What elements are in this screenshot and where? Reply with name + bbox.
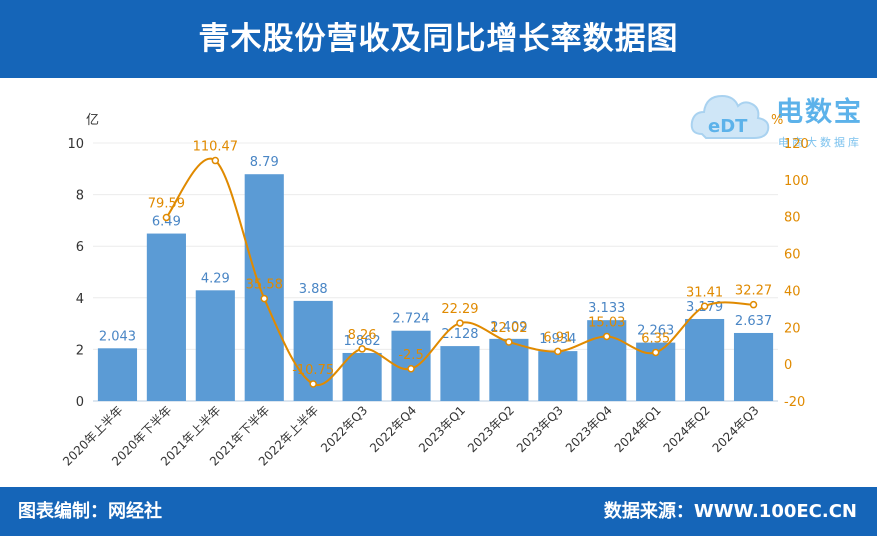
logo-brand: 电数宝 bbox=[776, 97, 863, 128]
x-tick-label: 2022年Q4 bbox=[367, 403, 419, 455]
bar bbox=[489, 338, 529, 401]
y-right-tick-label: 80 bbox=[784, 211, 801, 226]
growth-rate-label: -10.75 bbox=[292, 363, 334, 378]
growth-rate-point bbox=[505, 338, 513, 346]
bar bbox=[342, 352, 382, 401]
bar bbox=[97, 348, 138, 401]
header-bar: 青木股份营收及同比增长率数据图 bbox=[0, 0, 877, 78]
x-tick-label: 2023年Q4 bbox=[563, 403, 615, 455]
y-right-tick-label: 120 bbox=[784, 137, 809, 152]
bar-value-label: 2.263 bbox=[637, 324, 674, 339]
footer-compiler: 图表编制：网经社 bbox=[18, 501, 162, 522]
y-left-unit: 亿 bbox=[86, 113, 99, 128]
bar bbox=[538, 351, 578, 401]
y-left-tick-label: 10 bbox=[67, 137, 84, 152]
bar-value-label: 2.409 bbox=[490, 320, 527, 335]
growth-rate-point bbox=[456, 319, 464, 327]
growth-rate-label: 79.59 bbox=[148, 196, 185, 211]
bar-value-label: 1.862 bbox=[343, 334, 380, 349]
growth-rate-point bbox=[211, 156, 220, 165]
growth-rate-label: 8.26 bbox=[348, 328, 377, 343]
growth-rate-label: 6.35 bbox=[641, 331, 670, 346]
y-left-tick-label: 0 bbox=[76, 395, 84, 410]
y-right-tick-label: 40 bbox=[784, 284, 801, 299]
bar bbox=[587, 320, 627, 401]
bar-value-label: 4.29 bbox=[201, 271, 230, 286]
growth-rate-label: 15.03 bbox=[588, 315, 625, 330]
bar-value-label: 2.128 bbox=[441, 327, 478, 342]
logo-mark: eDT bbox=[708, 116, 748, 137]
bar bbox=[440, 346, 480, 401]
growth-rate-point bbox=[651, 348, 660, 357]
growth-rate-point bbox=[358, 345, 366, 353]
bar bbox=[685, 318, 725, 401]
footer-source: 数据来源：WWW.100EC.CN bbox=[603, 501, 857, 522]
y-left-tick-label: 4 bbox=[76, 292, 84, 307]
y-right-tick-label: -20 bbox=[784, 395, 805, 410]
growth-rate-label: 32.27 bbox=[735, 284, 772, 299]
revenue-growth-chart: 0 2 4 6 8 10亿 -20 0 20 40 60 80 100 120% 2.043 6.49 4.29… bbox=[60, 113, 809, 469]
y-right-tick-label: 60 bbox=[784, 248, 801, 263]
bar bbox=[733, 332, 774, 401]
footer-bar: 图表编制：网经社 数据来源：WWW.100EC.CN bbox=[0, 487, 877, 536]
chart-title: 青木股份营收及同比增长率数据图 bbox=[198, 21, 679, 57]
cloud-logo-icon: eDT bbox=[690, 94, 770, 139]
growth-rate-label: 22.29 bbox=[441, 302, 478, 317]
x-tick-label: 2024年Q1 bbox=[612, 403, 664, 455]
growth-rate-point bbox=[749, 300, 758, 309]
bar-value-label: 3.133 bbox=[588, 301, 625, 316]
growth-rate-point bbox=[260, 294, 268, 303]
growth-rate-point bbox=[309, 380, 317, 388]
bar-value-label: 2.724 bbox=[392, 312, 429, 327]
bar-value-label: 1.934 bbox=[539, 332, 576, 347]
growth-rate-label: 12.02 bbox=[490, 321, 527, 336]
x-tick-label: 2023年Q1 bbox=[416, 403, 468, 455]
x-tick-label: 2024年Q3 bbox=[710, 403, 762, 455]
bar-value-label: 6.49 bbox=[152, 215, 181, 230]
x-tick-label: 2023年Q3 bbox=[514, 403, 566, 455]
y-right-tick-label: 0 bbox=[784, 358, 792, 373]
x-tick-label: 2024年Q2 bbox=[661, 403, 713, 455]
growth-rate-point bbox=[554, 347, 562, 356]
y-left-tick-label: 8 bbox=[76, 189, 84, 204]
growth-rate-label: 6.91 bbox=[543, 330, 572, 345]
growth-rate-label: -2.5 bbox=[398, 348, 423, 363]
bar-value-label: 2.043 bbox=[99, 329, 136, 344]
bar-value-label: 3.88 bbox=[299, 282, 328, 297]
brand-logo: eDT 电数宝 电商大数据库 bbox=[688, 84, 877, 154]
y-right-tick-label: 100 bbox=[784, 174, 809, 189]
y-left-tick-label: 2 bbox=[76, 343, 84, 358]
growth-rate-point bbox=[603, 332, 611, 341]
bar bbox=[195, 290, 235, 401]
growth-rate-label: 35.58 bbox=[246, 278, 283, 293]
growth-rate-point bbox=[700, 302, 709, 311]
y-left-tick-label: 6 bbox=[76, 240, 84, 255]
growth-rate-label: 31.41 bbox=[686, 285, 723, 300]
x-tick-label: 2022年Q3 bbox=[318, 403, 370, 455]
growth-rate-point bbox=[162, 213, 171, 222]
logo-subtitle: 电商大数据库 bbox=[778, 136, 862, 149]
y-right-unit: % bbox=[771, 113, 783, 128]
growth-rate-point bbox=[407, 365, 415, 373]
bar-value-label: 2.637 bbox=[735, 314, 772, 329]
y-right-tick-label: 20 bbox=[784, 321, 801, 336]
bar bbox=[244, 174, 284, 401]
growth-rate-label: 110.47 bbox=[193, 140, 239, 155]
bar bbox=[146, 233, 186, 401]
x-tick-label: 2023年Q2 bbox=[465, 403, 517, 455]
bar-value-label: 8.79 bbox=[250, 155, 279, 170]
